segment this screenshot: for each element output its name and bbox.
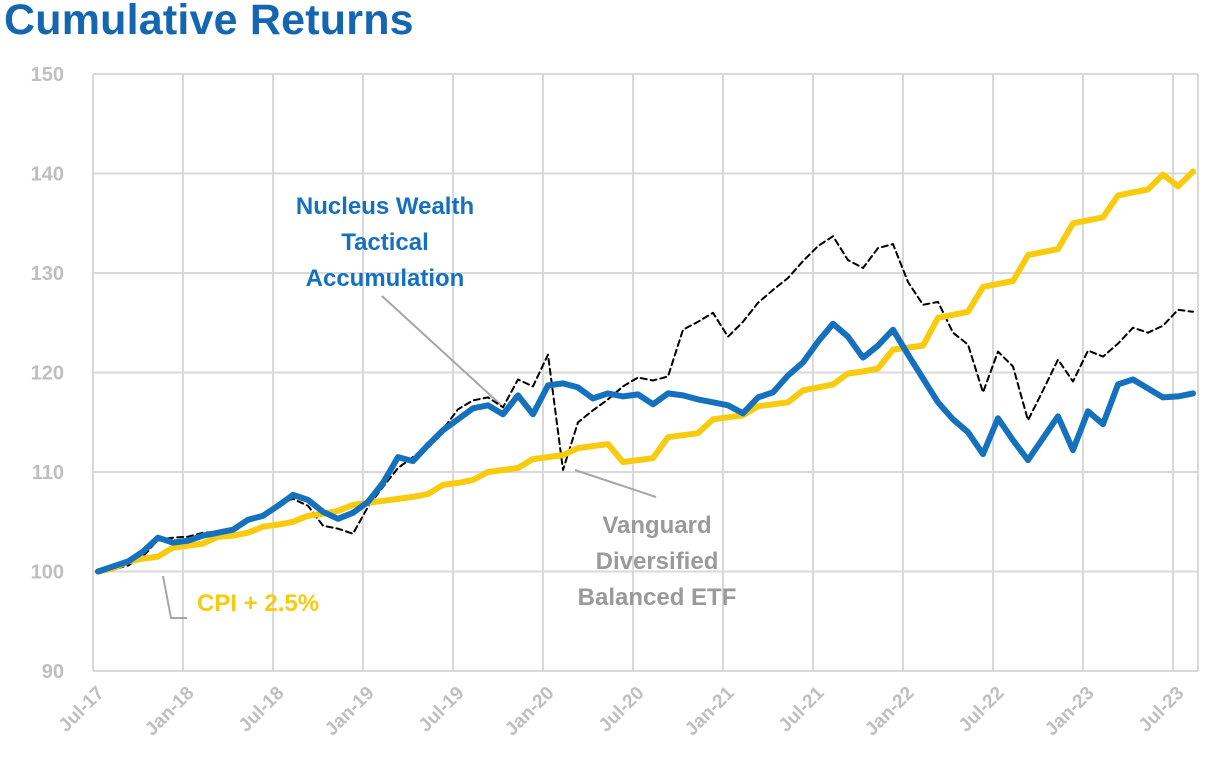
vanguard-label-line: Diversified <box>596 548 719 575</box>
x-tick-label: Jan-18 <box>141 683 198 740</box>
y-tick-label: 150 <box>31 64 64 86</box>
vanguard-label-line: Vanguard <box>602 512 711 539</box>
cpi-leader-line <box>162 575 187 619</box>
x-axis-ticks: Jul-17 Jan-18 Jul-18 Jan-19 Jul-19 Jan-20 Jul-… <box>55 682 1189 740</box>
nucleus-label: Nucleus Wealth Tactical Accumulation <box>296 193 474 292</box>
x-tick-label: Jul-21 <box>775 682 829 736</box>
y-tick-label: 130 <box>31 263 64 285</box>
x-tick-label: Jan-20 <box>501 683 558 740</box>
series-line-nucleus <box>95 320 1196 575</box>
nucleus-label-line: Tactical <box>341 229 429 256</box>
y-tick-label: 140 <box>31 164 64 186</box>
y-tick-label: 90 <box>42 661 64 683</box>
x-tick-label: Jul-22 <box>955 683 1009 737</box>
vanguard-label-line: Balanced ETF <box>578 584 737 611</box>
x-tick-label: Jul-23 <box>1135 683 1189 737</box>
x-tick-label: Jan-23 <box>1041 683 1098 740</box>
y-tick-label: 110 <box>32 462 64 484</box>
chart-title: Cumulative Returns <box>4 0 414 44</box>
y-tick-label: 100 <box>31 562 64 584</box>
cpi-label: CPI + 2.5% <box>197 590 319 617</box>
nucleus-label-line: Accumulation <box>306 265 465 292</box>
x-tick-label: Jan-22 <box>861 683 918 740</box>
x-tick-label: Jan-19 <box>321 683 378 740</box>
cpi-label-line: CPI + 2.5% <box>197 590 319 617</box>
x-tick-label: Jul-17 <box>55 683 109 737</box>
vanguard-leader-line <box>574 469 657 498</box>
series-line-cpi <box>95 168 1196 575</box>
x-tick-label: Jan-21 <box>681 682 739 740</box>
y-axis-ticks: 90 100 110 120 130 140 150 <box>31 64 64 683</box>
nucleus-leader-line <box>381 295 502 406</box>
x-tick-label: Jul-18 <box>235 683 289 737</box>
y-tick-label: 120 <box>31 363 64 385</box>
gridlines <box>92 73 1199 672</box>
vanguard-label: Vanguard Diversified Balanced ETF <box>578 512 737 611</box>
x-tick-label: Jul-19 <box>415 683 469 737</box>
nucleus-label-line: Nucleus Wealth <box>296 193 474 220</box>
series-lines <box>95 168 1196 575</box>
x-tick-label: Jul-20 <box>595 683 649 737</box>
annotation-leaders <box>162 295 657 619</box>
annotations: Nucleus Wealth Tactical Accumulation Vangua… <box>197 193 736 617</box>
